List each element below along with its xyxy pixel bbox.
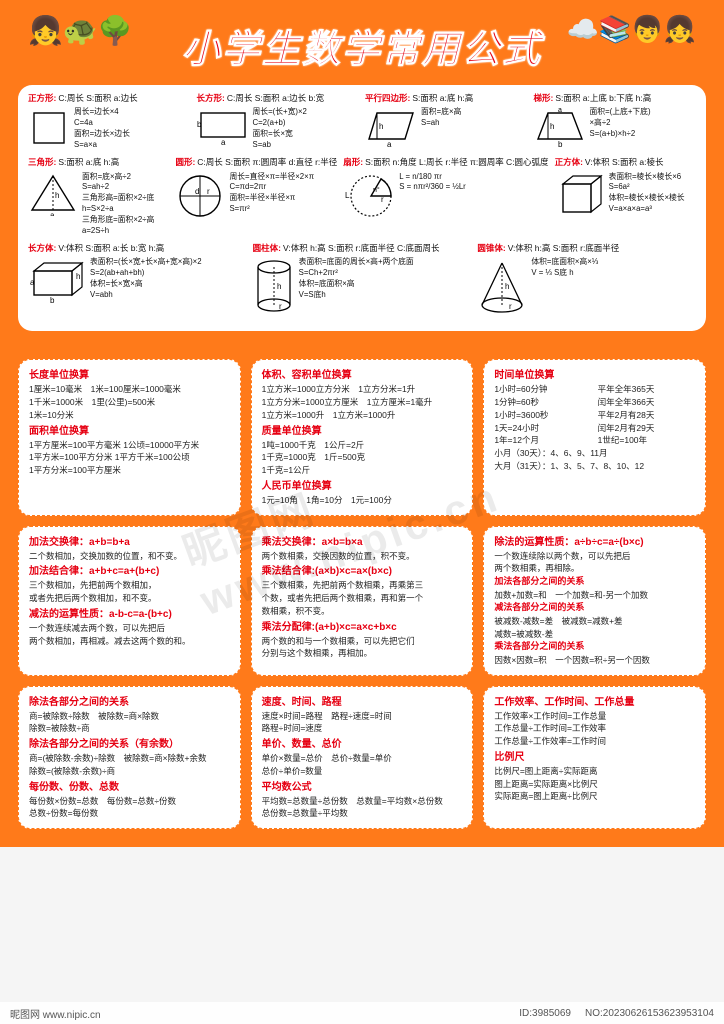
svg-text:b: b xyxy=(197,120,202,129)
title-row: 👧🐢🌳 小学生数学常用公式 ☁️📚👦👧 xyxy=(18,10,706,85)
info-card: 加法交换律：a+b=b+a二个数相加，交换加数的位置，和不变。加法结合律：a+b… xyxy=(18,526,241,676)
deco-kids-left-icon: 👧🐢🌳 xyxy=(28,14,133,47)
svg-text:a: a xyxy=(221,138,226,145)
svg-text:n°: n° xyxy=(373,186,380,194)
svg-text:d: d xyxy=(195,187,199,196)
svg-text:r: r xyxy=(509,302,512,311)
shape-cell: 圆柱体:V:体积 h:高 S:面积 r:底面半径 C:底面周长hr表面积=底面的… xyxy=(253,243,472,315)
shape-cell: 正方体:V:体积 S:面积 a:棱长表面积=棱长×棱长×6S=6a²体积=棱长×… xyxy=(555,157,696,237)
info-card: 体积、容积单位换算1立方米=1000立方分米 1立方分米=1升1立方分米=100… xyxy=(251,359,474,515)
info-card: 乘法交换律：a×b=b×a两个数相乘，交换因数的位置，积不变。乘法结合律:(a×… xyxy=(251,526,474,676)
shape-cell: 长方形:C:周长 S:面积 a:边长 b:宽ab周长=(长+宽)×2C=2(a+… xyxy=(197,93,360,151)
footer-id: ID:3985069 xyxy=(519,1008,571,1019)
shape-figure: hr xyxy=(253,257,295,315)
shape-row-1: 正方形:C:周长 S:面积 a:边长a周长=边长×4C=4a面积=边长×边长S=… xyxy=(28,93,696,151)
svg-text:h: h xyxy=(379,122,383,131)
svg-text:a: a xyxy=(387,140,392,147)
cards-grid: 长度单位换算1厘米=10毫米 1米=100厘米=1000毫米1千米=1000米 … xyxy=(0,345,724,847)
top-section: 👧🐢🌳 小学生数学常用公式 ☁️📚👦👧 正方形:C:周长 S:面积 a:边长a周… xyxy=(0,0,724,345)
footer-bar: 昵图网 www.nipic.cn ID:3985069 NO:202306261… xyxy=(0,1002,724,1024)
shape-figure: Ln°r xyxy=(343,172,395,220)
svg-text:r: r xyxy=(381,195,384,204)
shape-figure: ha xyxy=(28,172,78,216)
svg-text:h: h xyxy=(550,122,554,131)
svg-text:a: a xyxy=(48,148,53,149)
svg-text:r: r xyxy=(207,187,210,196)
svg-text:a: a xyxy=(30,278,35,287)
svg-text:b: b xyxy=(558,140,563,147)
svg-text:h: h xyxy=(55,191,59,200)
svg-text:r: r xyxy=(279,302,282,311)
info-card: 工作效率、工作时间、工作总量工作效率×工作时间=工作总量工作总量÷工作时间=工作… xyxy=(483,686,706,830)
svg-text:h: h xyxy=(277,282,281,291)
svg-text:b: b xyxy=(50,296,55,303)
svg-text:a: a xyxy=(50,211,55,216)
shape-cell: 圆锥体:V:体积 h:高 S:面积 r:底面半径hr体积=底面积×高×⅓V = … xyxy=(477,243,696,315)
info-card: 除法各部分之间的关系商=被除数÷除数 被除数=商×除数除数=被除数÷商除法各部分… xyxy=(18,686,241,830)
svg-text:h: h xyxy=(76,272,80,281)
shape-cell: 长方体:V:体积 S:面积 a:长 b:宽 h:高abh表面积=(长×宽+长×高… xyxy=(28,243,247,315)
shape-cell: 圆形:C:周长 S:面积 π:圆周率 d:直径 r:半径dr周长=直径×π=半径… xyxy=(175,157,337,237)
page: 👧🐢🌳 小学生数学常用公式 ☁️📚👦👧 正方形:C:周长 S:面积 a:边长a周… xyxy=(0,0,724,847)
svg-text:L: L xyxy=(345,191,350,200)
info-card: 长度单位换算1厘米=10毫米 1米=100厘米=1000毫米1千米=1000米 … xyxy=(18,359,241,515)
shape-figure: ha xyxy=(365,107,417,147)
shape-figure: dr xyxy=(175,172,225,220)
shape-row-3: 长方体:V:体积 S:面积 a:长 b:宽 h:高abh表面积=(长×宽+长×高… xyxy=(28,243,696,315)
svg-text:h: h xyxy=(505,282,509,291)
info-card: 时间单位换算1小时=60分钟平年全年365天1分钟=60秒闰年全年366天1小时… xyxy=(483,359,706,515)
shape-cell: 平行四边形:S:面积 a:底 h:高ha面积=底×高S=ah xyxy=(365,93,528,151)
footer-site: 昵图网 www.nipic.cn xyxy=(10,1006,101,1021)
info-card: 速度、时间、路程速度×时间=路程 路程÷速度=时间路程÷时间=速度单价、数量、总… xyxy=(251,686,474,830)
shape-cell: 三角形:S:面积 a:底 h:高ha面积=底×高÷2S=ah÷2三角形高=面积×… xyxy=(28,157,169,237)
svg-text:a: a xyxy=(558,107,562,114)
footer-no: NO:20230626153623953104 xyxy=(585,1008,714,1019)
shape-cell: 扇形:S:面积 n:角度 L:周长 r:半径 π:圆周率 C:圆心弧度Ln°rL… xyxy=(343,157,548,237)
shape-figure: hr xyxy=(477,257,527,315)
shapes-panel: 正方形:C:周长 S:面积 a:边长a周长=边长×4C=4a面积=边长×边长S=… xyxy=(18,85,706,331)
shape-figure xyxy=(555,172,605,218)
shape-cell: 正方形:C:周长 S:面积 a:边长a周长=边长×4C=4a面积=边长×边长S=… xyxy=(28,93,191,151)
info-card: 除法的运算性质：a÷b÷c=a÷(b×c)一个数连续除以两个数，可以先把后两个数… xyxy=(483,526,706,676)
shape-figure: a xyxy=(28,107,70,149)
shape-figure: ab xyxy=(197,107,249,145)
deco-kids-right-icon: ☁️📚👦👧 xyxy=(567,14,697,45)
shape-figure: a b h xyxy=(28,257,86,303)
shape-row-2: 三角形:S:面积 a:底 h:高ha面积=底×高÷2S=ah÷2三角形高=面积×… xyxy=(28,157,696,237)
main-title: 小学生数学常用公式 xyxy=(182,29,542,71)
shape-cell: 梯形:S:面积 a:上底 b:下底 h:高hab面积=(上底+下底)×高÷2S=… xyxy=(534,93,697,151)
shape-figure: h a b xyxy=(534,107,586,147)
